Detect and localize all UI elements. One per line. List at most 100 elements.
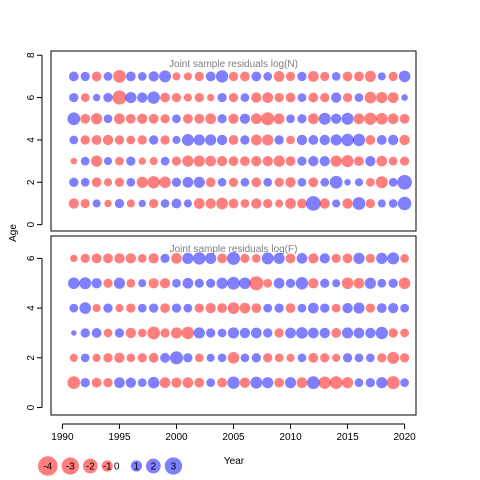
residual-bubble	[137, 378, 147, 388]
residual-bubble	[342, 71, 353, 82]
y-tick-label: 6	[26, 255, 37, 261]
residual-bubble	[274, 303, 284, 313]
residual-bubble	[262, 377, 274, 389]
x-axis-label: Year	[224, 456, 245, 467]
x-tick-label: 1990	[51, 432, 74, 443]
residual-bubble	[103, 72, 113, 81]
residual-bubble	[91, 135, 102, 145]
residual-bubble	[331, 328, 342, 338]
residual-bubble	[285, 253, 296, 264]
residual-bubble	[307, 71, 319, 82]
residual-bubble	[147, 326, 161, 340]
residual-bubble	[183, 93, 192, 102]
residual-bubble	[388, 156, 398, 166]
residual-bubble	[388, 278, 398, 288]
x-tick-label: 2005	[222, 432, 245, 443]
residual-bubble	[126, 135, 136, 145]
residual-bubble	[354, 353, 364, 363]
residual-bubble	[297, 177, 307, 187]
residual-bubble	[274, 177, 284, 187]
residual-bubble	[365, 253, 376, 264]
bubble-size-legend: -4 -3 -2 -1 0 1 2 3	[38, 456, 183, 476]
residual-bubble	[182, 176, 194, 188]
residual-bubble	[148, 253, 159, 264]
residual-bubble	[342, 198, 353, 209]
residual-bubble	[183, 353, 193, 363]
residual-bubble	[239, 327, 251, 339]
residual-bubble	[285, 327, 296, 339]
residual-bubble	[171, 156, 182, 166]
residual-bubble	[307, 302, 319, 314]
residual-bubble	[125, 377, 136, 388]
residual-bubble	[194, 303, 204, 313]
residual-bubble	[91, 71, 102, 82]
residual-bubble	[262, 92, 274, 103]
y-tick-label: 0	[26, 404, 37, 410]
residual-bubble	[240, 135, 250, 145]
residual-bubble	[216, 277, 228, 289]
residual-bubble	[69, 303, 79, 313]
residual-bubble	[68, 277, 80, 290]
residual-bubble	[193, 176, 205, 188]
residual-bubble	[103, 378, 113, 388]
residual-bubble	[226, 251, 241, 265]
residual-bubble	[307, 113, 319, 125]
residual-bubble	[240, 253, 250, 264]
residual-bubble	[103, 278, 113, 288]
residual-bubble	[273, 277, 285, 289]
residual-bubble	[205, 198, 216, 209]
residual-bubble	[296, 327, 308, 339]
residual-bubble	[193, 252, 206, 265]
residual-bubble	[194, 92, 204, 103]
residual-bubble	[274, 92, 284, 103]
residual-bubble	[80, 177, 90, 187]
residual-bubble	[159, 176, 171, 189]
residual-bubble	[172, 278, 181, 288]
residual-bubble	[112, 90, 127, 105]
panel-title-log-f: Joint sample residuals log(F)	[170, 244, 298, 255]
residual-bubble	[80, 253, 90, 264]
residual-bubble	[79, 277, 92, 290]
residual-bubble	[171, 303, 182, 313]
residual-bubble	[263, 353, 273, 363]
residual-bubble	[160, 114, 170, 124]
residual-bubble	[217, 253, 227, 264]
residual-bubble	[285, 71, 296, 82]
residual-bubble	[308, 253, 319, 264]
residual-bubble	[240, 353, 250, 363]
residual-bubble	[92, 199, 101, 208]
residual-bubble	[70, 157, 78, 165]
residual-bubble	[353, 302, 365, 314]
residual-bubble	[297, 353, 307, 363]
residual-bubble	[388, 199, 398, 208]
residual-bubble	[148, 278, 159, 289]
residual-bubble	[354, 71, 364, 82]
residual-bubble	[138, 157, 146, 165]
x-tick-label: 2015	[336, 432, 359, 443]
residual-bubble	[308, 155, 319, 167]
residual-bubble	[126, 199, 135, 208]
residual-bubble	[320, 353, 330, 363]
residual-bubble	[251, 303, 262, 314]
residual-bubble	[400, 254, 409, 263]
residual-bubble	[103, 114, 113, 124]
residual-bubble	[183, 72, 192, 81]
y-axis-label: Age	[8, 224, 19, 242]
residual-bubble	[319, 134, 330, 146]
residual-bubble	[263, 278, 273, 288]
y-tick-label: 8	[26, 52, 37, 58]
residual-bubble	[399, 353, 410, 363]
residual-bubble	[364, 70, 376, 83]
bubbles-log-n	[67, 70, 412, 211]
residual-bubble	[332, 199, 341, 208]
residual-bubble	[183, 199, 192, 208]
residual-bubble	[160, 253, 170, 264]
residual-bubble	[228, 71, 239, 82]
residual-bubble	[114, 328, 125, 338]
residual-bubble	[80, 378, 90, 388]
residual-bubble	[103, 253, 113, 264]
residual-bubble	[364, 277, 376, 289]
residual-bubble	[274, 328, 284, 338]
residual-bubble	[147, 176, 160, 189]
